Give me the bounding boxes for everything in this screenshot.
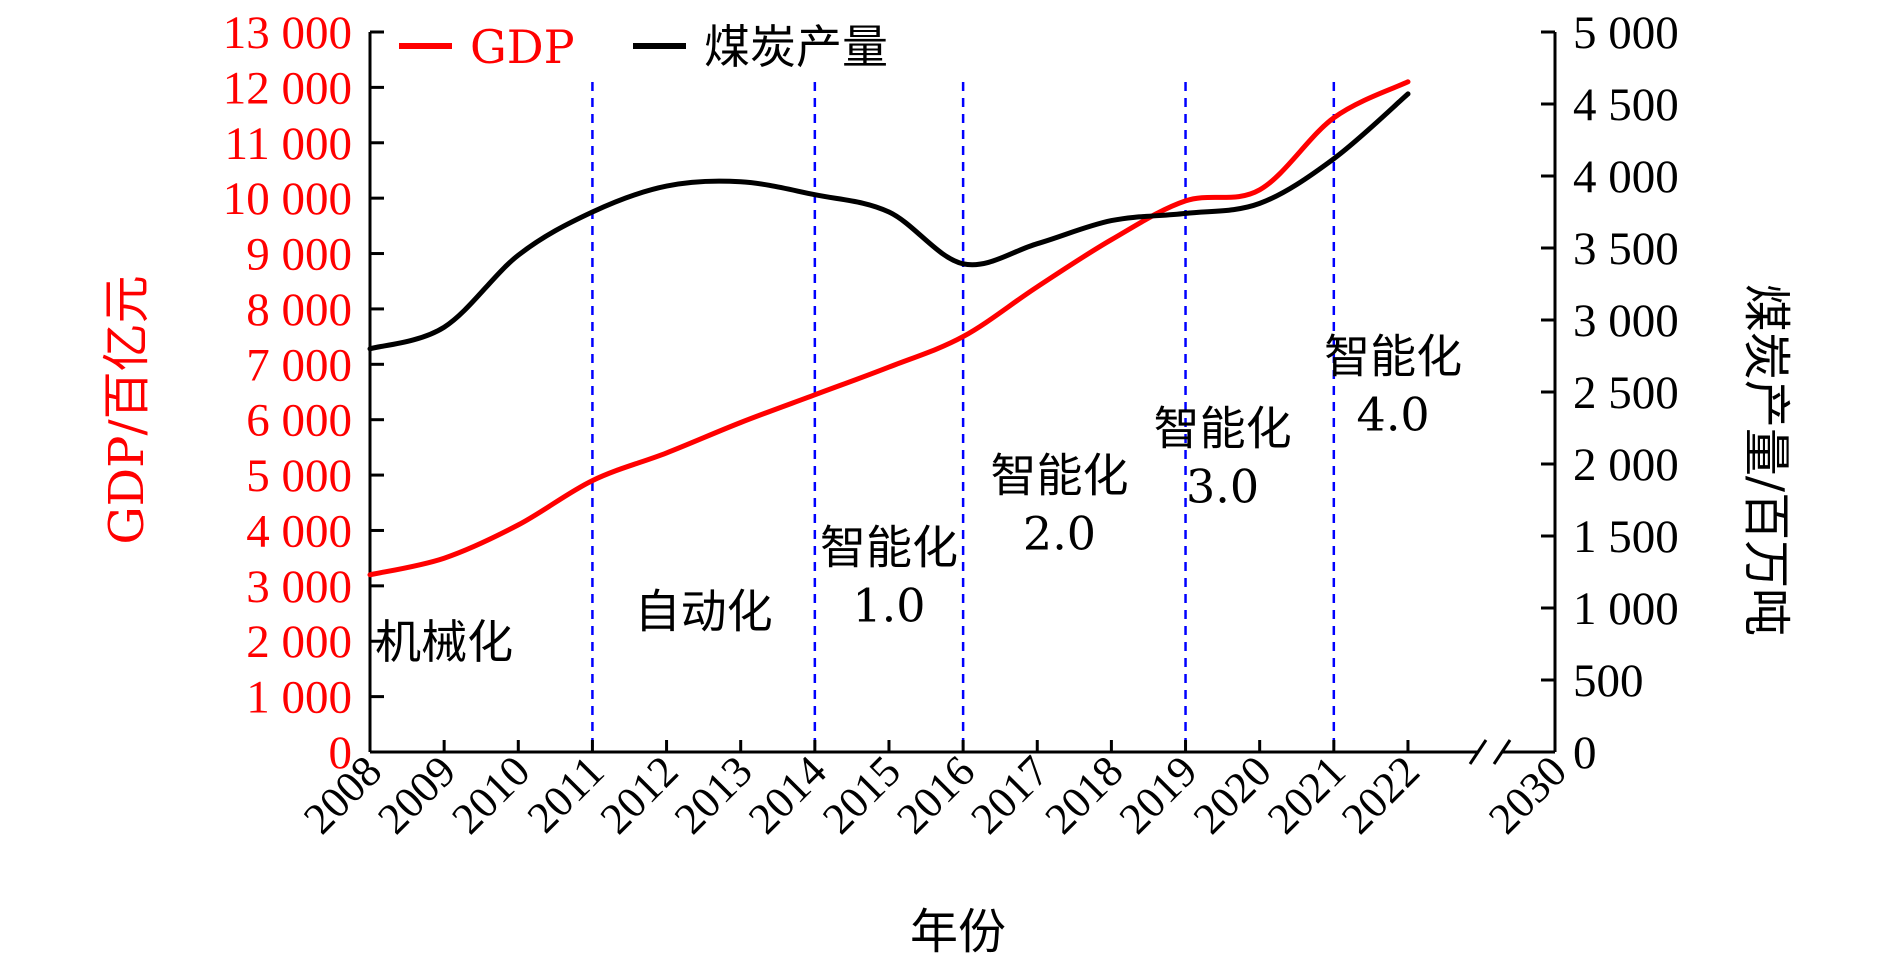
- right-tick-label: 1 000: [1573, 583, 1679, 635]
- phase-annotation-line: 4.0: [1357, 388, 1430, 442]
- right-tick-label: 4 500: [1573, 79, 1679, 131]
- x-axis-title: 年份: [910, 904, 1006, 960]
- right-tick-label: 2 000: [1573, 439, 1679, 491]
- phase-annotation-line: 3.0: [1186, 460, 1259, 514]
- left-axis-title: GDP/百亿元: [99, 275, 155, 544]
- phase-annotation-line: 机械化: [375, 615, 513, 669]
- x-tick-label: 2015: [813, 746, 910, 843]
- series: [367, 79, 1411, 578]
- legend-coal-label: 煤炭产量: [704, 20, 888, 74]
- x-tick-label: 2010: [442, 746, 539, 843]
- axis-break-mark: [1468, 739, 1488, 765]
- x-tick-label: 2018: [1036, 746, 1133, 843]
- series-line-gdp: [367, 79, 1411, 578]
- left-tick-label: 12 000: [223, 62, 352, 114]
- phase-annotation-line: 智能化: [820, 521, 958, 575]
- right-axis-title: 煤炭产量/百万吨: [1738, 284, 1794, 636]
- x-tick-label: 2017: [961, 746, 1058, 843]
- legend-gdp-label: GDP: [470, 20, 575, 74]
- right-tick-label: 3 500: [1573, 223, 1679, 275]
- phase-annotation-line: 2.0: [1023, 507, 1096, 561]
- legend: GDP 煤炭产量: [399, 20, 888, 74]
- x-tick-label: 2020: [1184, 746, 1281, 843]
- axes: [368, 30, 1557, 765]
- series-line-coal: [367, 91, 1411, 352]
- left-tick-label: 6 000: [246, 395, 352, 447]
- x-tick-label: 2022: [1332, 746, 1429, 843]
- phase-annotation-line: 智能化: [1154, 402, 1292, 456]
- phase-annotation-line: 1.0: [852, 579, 925, 633]
- x-tick-label: 2009: [368, 746, 465, 843]
- left-tick-label: 4 000: [246, 505, 352, 557]
- left-tick-label: 7 000: [246, 339, 352, 391]
- axis-break-mark: [1492, 739, 1512, 765]
- left-tick-label: 10 000: [223, 173, 352, 225]
- left-tick-label: 9 000: [246, 229, 352, 281]
- left-tick-label: 8 000: [246, 284, 352, 336]
- phase-annotation: 自动化: [635, 584, 773, 638]
- x-tick-label: 2019: [1110, 746, 1207, 843]
- right-tick-label: 1 500: [1573, 511, 1679, 563]
- right-tick-label: 2 500: [1573, 367, 1679, 419]
- left-tick-label: 0: [329, 727, 353, 779]
- x-tick-label: 2013: [665, 746, 762, 843]
- phase-annotation-line: 智能化: [1324, 330, 1462, 384]
- phase-annotation-line: 智能化: [991, 449, 1129, 503]
- x-tick-label: 2008: [294, 746, 391, 843]
- left-tick-label: 13 000: [223, 7, 352, 59]
- left-tick-label: 11 000: [224, 118, 352, 170]
- phase-annotation-line: 自动化: [635, 584, 773, 638]
- left-tick-label: 1 000: [246, 672, 352, 724]
- right-tick-label: 4 000: [1573, 151, 1679, 203]
- left-tick-label: 3 000: [246, 561, 352, 613]
- phase-annotation: 机械化: [375, 615, 513, 669]
- right-tick-label: 5 000: [1573, 7, 1679, 59]
- x-tick-label: 2014: [739, 746, 836, 843]
- right-tick-label: 3 000: [1573, 295, 1679, 347]
- x-tick-label: 2012: [591, 746, 688, 843]
- right-tick-label: 0: [1573, 727, 1597, 779]
- x-tick-label: 2011: [518, 746, 614, 842]
- x-tick-label: 2021: [1258, 746, 1355, 843]
- x-tick-label: 2016: [887, 746, 984, 843]
- left-tick-label: 5 000: [246, 450, 352, 502]
- right-tick-label: 500: [1573, 655, 1644, 707]
- left-tick-label: 2 000: [246, 616, 352, 668]
- x-tick-label: 2030: [1479, 746, 1576, 843]
